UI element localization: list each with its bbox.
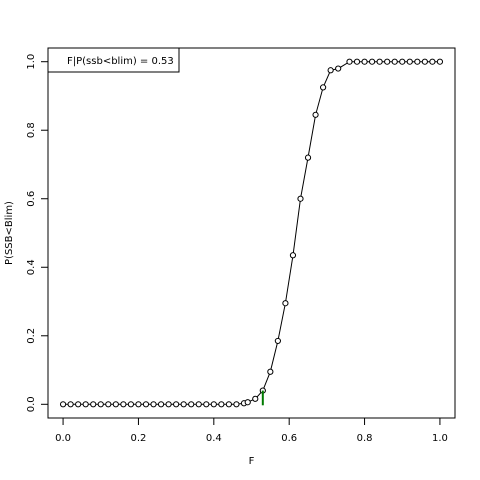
data-point — [105, 401, 112, 408]
data-point — [335, 65, 342, 72]
data-point — [59, 401, 67, 408]
y-tick-label: 0.2 — [26, 328, 37, 344]
data-point — [244, 399, 251, 406]
data-point — [90, 401, 97, 408]
data-point — [180, 401, 187, 408]
data-point — [436, 58, 444, 65]
x-tick-label: 0.4 — [206, 433, 222, 444]
data-point — [327, 67, 334, 74]
data-point — [429, 58, 436, 65]
data-point — [289, 252, 297, 259]
data-point — [399, 58, 406, 65]
data-point — [142, 401, 150, 408]
data-point — [195, 401, 202, 408]
x-axis-title: F — [249, 456, 255, 467]
data-point — [210, 401, 217, 408]
x-tick-label: 0.0 — [55, 433, 71, 444]
data-point — [406, 58, 413, 65]
data-point — [135, 401, 142, 408]
data-point — [353, 58, 361, 65]
y-tick-label: 0.0 — [26, 396, 37, 412]
legend-box — [47, 47, 180, 73]
data-point — [75, 401, 82, 408]
plot-frame — [47, 47, 456, 419]
y-axis: 0.0 0.2 0.4 0.6 0.8 1.0 — [26, 54, 48, 412]
y-axis-title: P(SSB<Blim) — [4, 201, 15, 265]
data-point — [304, 154, 312, 161]
data-point — [368, 58, 376, 65]
data-point — [203, 401, 210, 408]
data-point — [218, 401, 225, 408]
x-axis: 0.0 0.2 0.4 0.6 0.8 1.0 — [55, 418, 448, 444]
data-point — [233, 401, 240, 408]
data-point — [120, 401, 127, 408]
data-point — [82, 401, 89, 408]
x-tick-label: 0.6 — [281, 433, 297, 444]
series-points — [59, 58, 444, 408]
data-point — [297, 195, 304, 202]
data-point — [384, 58, 391, 65]
data-point — [112, 401, 119, 408]
data-point — [173, 401, 180, 408]
data-point — [97, 401, 104, 408]
data-point — [414, 58, 421, 65]
data-point — [391, 58, 398, 65]
y-tick-label: 0.6 — [26, 191, 37, 207]
x-tick-label: 1.0 — [432, 433, 448, 444]
data-point — [150, 401, 157, 408]
y-tick-label: 0.4 — [26, 259, 37, 275]
data-point — [267, 368, 274, 375]
y-tick-label: 0.8 — [26, 122, 37, 138]
x-tick-label: 0.2 — [130, 433, 146, 444]
x-tick-label: 0.8 — [357, 433, 373, 444]
data-point — [225, 401, 232, 408]
data-point — [67, 401, 74, 408]
data-point — [165, 401, 172, 408]
legend: F|P(ssb<blim) = 0.53 — [47, 47, 180, 73]
data-point — [252, 395, 259, 402]
data-point — [346, 58, 353, 65]
data-point — [376, 58, 383, 65]
data-point — [188, 401, 195, 408]
data-point — [421, 58, 428, 65]
legend-text: F|P(ssb<blim) = 0.53 — [67, 56, 174, 67]
data-point — [282, 300, 289, 307]
y-tick-label: 1.0 — [26, 54, 37, 70]
data-point — [274, 337, 281, 345]
data-point — [157, 401, 165, 408]
data-point — [320, 84, 327, 91]
data-point — [127, 401, 135, 408]
data-point — [312, 111, 319, 118]
data-point — [361, 58, 368, 65]
